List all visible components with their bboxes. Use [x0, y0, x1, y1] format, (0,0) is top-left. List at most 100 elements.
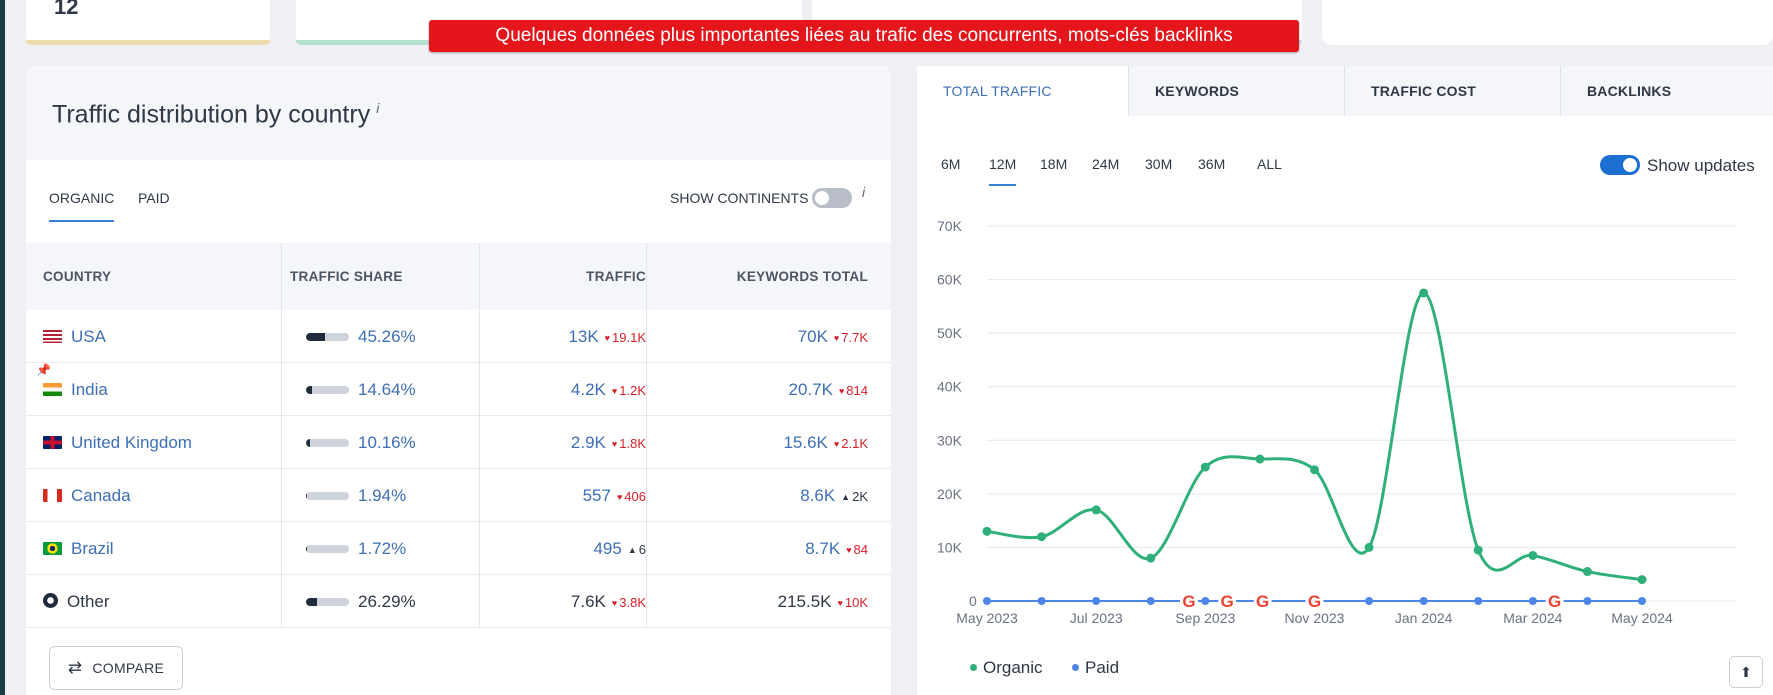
table-row[interactable]: Other 26.29% 7.6K ♥ 3.8K 215.5K ♥ 10K [26, 575, 891, 628]
organic-dot-icon [970, 664, 977, 671]
globe-icon [43, 593, 58, 608]
arrow-down-icon: ♥ [833, 333, 840, 343]
period-18m[interactable]: 18M [1040, 156, 1068, 172]
column-header-keywords-total[interactable]: KEYWORDS TOTAL [736, 269, 868, 284]
organic-point [1091, 505, 1101, 515]
legend-paid[interactable]: Paid [1072, 658, 1119, 678]
traffic-share-bar [306, 439, 349, 447]
organic-point [1473, 545, 1483, 555]
window-edge [0, 0, 5, 695]
tab-keywords[interactable]: KEYWORDS [1129, 66, 1345, 116]
country-name[interactable]: India [43, 363, 108, 416]
show-updates-toggle[interactable] [1600, 155, 1640, 175]
metric-card: 12 [26, 0, 270, 45]
traffic-delta: ▲ 6 [627, 542, 646, 557]
traffic-share-value: 45.26% [358, 327, 416, 346]
traffic-delta: ♥ 1.2K [611, 383, 646, 398]
column-header-country[interactable]: COUNTRY [43, 269, 112, 284]
google-update-icon [1545, 592, 1564, 610]
period-30m[interactable]: 30M [1145, 156, 1173, 172]
arrow-down-icon: ♥ [846, 545, 852, 555]
keywords-total-value[interactable]: 8.7K ♥ 84 [805, 539, 868, 558]
organic-point [1255, 454, 1265, 464]
country-table: COUNTRY TRAFFIC SHARE TRAFFIC KEYWORDS T… [26, 243, 891, 628]
organic-point [1528, 550, 1538, 560]
column-header-traffic[interactable]: TRAFFIC [586, 269, 646, 284]
table-row[interactable]: 📌 India 14.64% 4.2K ♥ 1.2K 20.7K ♥ 814 [26, 363, 891, 416]
paid-point [1201, 597, 1210, 605]
tab-organic[interactable]: ORGANIC [49, 190, 115, 222]
paid-point [1528, 597, 1537, 605]
period-36m[interactable]: 36M [1198, 156, 1226, 172]
arrow-down-icon: ♥ [611, 439, 618, 449]
paid-point [983, 597, 991, 605]
traffic-value[interactable]: 495 ▲ 6 [593, 539, 646, 558]
column-header-traffic-share[interactable]: TRAFFIC SHARE [290, 269, 403, 284]
google-update-icon: G [1182, 592, 1195, 611]
keywords-total-value: 215.5K ♥ 10K [777, 592, 868, 611]
tab-backlinks[interactable]: BACKLINKS [1561, 66, 1773, 116]
table-row[interactable]: United Kingdom 10.16% 2.9K ♥ 1.8K 15.6K ♥ 2.1K [26, 416, 891, 469]
country-name[interactable]: Canada [43, 469, 131, 522]
keywords-delta: ♥ 814 [838, 383, 868, 398]
overlay-caption: Quelques données plus importantes liées … [429, 20, 1299, 52]
pin-icon[interactable]: 📌 [36, 363, 51, 377]
x-tick-label: Mar 2024 [1503, 610, 1562, 626]
info-icon[interactable]: i [376, 100, 380, 116]
tab-total-traffic[interactable]: TOTAL TRAFFIC [917, 66, 1129, 116]
country-name[interactable]: United Kingdom [43, 416, 192, 469]
uk-flag-icon [43, 436, 62, 449]
paid-point [1638, 597, 1646, 605]
traffic-share-value: 1.72% [358, 539, 407, 558]
show-continents-toggle[interactable] [812, 188, 852, 208]
compare-button[interactable]: ⇄ COMPARE [49, 646, 183, 690]
google-update-icon: G [1308, 592, 1321, 611]
country-name: Other [43, 575, 110, 628]
traffic-value[interactable]: 2.9K ♥ 1.8K [570, 433, 646, 452]
traffic-chart-panel: TOTAL TRAFFIC KEYWORDS TRAFFIC COST BACK… [917, 66, 1773, 695]
organic-point [1146, 553, 1156, 563]
country-name[interactable]: USA [43, 310, 106, 363]
metric-card [1322, 0, 1773, 45]
google-update-icon [1179, 592, 1198, 610]
keywords-total-value[interactable]: 8.6K ▲ 2K [800, 486, 868, 505]
country-name[interactable]: Brazil [43, 522, 114, 575]
organic-series-line [986, 291, 1643, 582]
arrow-up-icon: ▲ [627, 545, 637, 555]
arrow-down-icon: ♥ [837, 598, 843, 608]
period-24m[interactable]: 24M [1092, 156, 1120, 172]
info-icon[interactable]: i [862, 184, 866, 200]
x-tick-label: Sep 2023 [1175, 610, 1235, 626]
tab-paid[interactable]: PAID [138, 190, 170, 206]
export-icon[interactable]: ⬆ [1729, 656, 1763, 688]
traffic-line-chart: 0 10K 20K 30K 40K 50K 60K 70K May 2023 Jul 2023 Se… [937, 218, 1737, 626]
show-updates-label: Show updates [1647, 156, 1755, 175]
traffic-share-value: 26.29% [358, 592, 416, 611]
paid-point [1474, 597, 1483, 605]
organic-point [982, 526, 992, 536]
keywords-total-value[interactable]: 20.7K ♥ 814 [788, 380, 868, 399]
google-update-icon: G [1548, 592, 1561, 611]
table-row[interactable]: Brazil 1.72% 495 ▲ 6 8.7K ♥ 84 [26, 522, 891, 575]
period-12m[interactable]: 12M [989, 156, 1017, 186]
traffic-share-value: 14.64% [358, 380, 416, 399]
google-update-icon: G [1256, 592, 1269, 611]
table-row[interactable]: Canada 1.94% 557 ♥ 406 8.6K ▲ 2K [26, 469, 891, 522]
traffic-share-bar [306, 598, 349, 606]
x-tick-label: Jan 2024 [1395, 610, 1453, 626]
keywords-total-value[interactable]: 15.6K ♥ 2.1K [783, 433, 868, 452]
keywords-delta: ♥ 84 [846, 542, 868, 557]
traffic-value[interactable]: 4.2K ♥ 1.2K [570, 380, 646, 399]
legend-organic[interactable]: Organic [970, 658, 1043, 678]
period-all[interactable]: ALL [1257, 156, 1282, 172]
google-update-icon [1218, 592, 1237, 610]
keywords-total-value[interactable]: 70K ♥ 7.7K [797, 327, 868, 346]
period-6m[interactable]: 6M [941, 156, 961, 172]
keywords-delta: ▲ 2K [841, 489, 868, 504]
table-row[interactable]: USA 45.26% 13K ♥ 19.1K 70K ♥ 7.7K [26, 310, 891, 363]
traffic-value[interactable]: 13K ♥ 19.1K [568, 327, 646, 346]
y-tick-label: 10K [937, 539, 963, 555]
arrow-up-icon: ▲ [841, 492, 851, 502]
traffic-value[interactable]: 557 ♥ 406 [582, 486, 646, 505]
tab-traffic-cost[interactable]: TRAFFIC COST [1345, 66, 1561, 116]
